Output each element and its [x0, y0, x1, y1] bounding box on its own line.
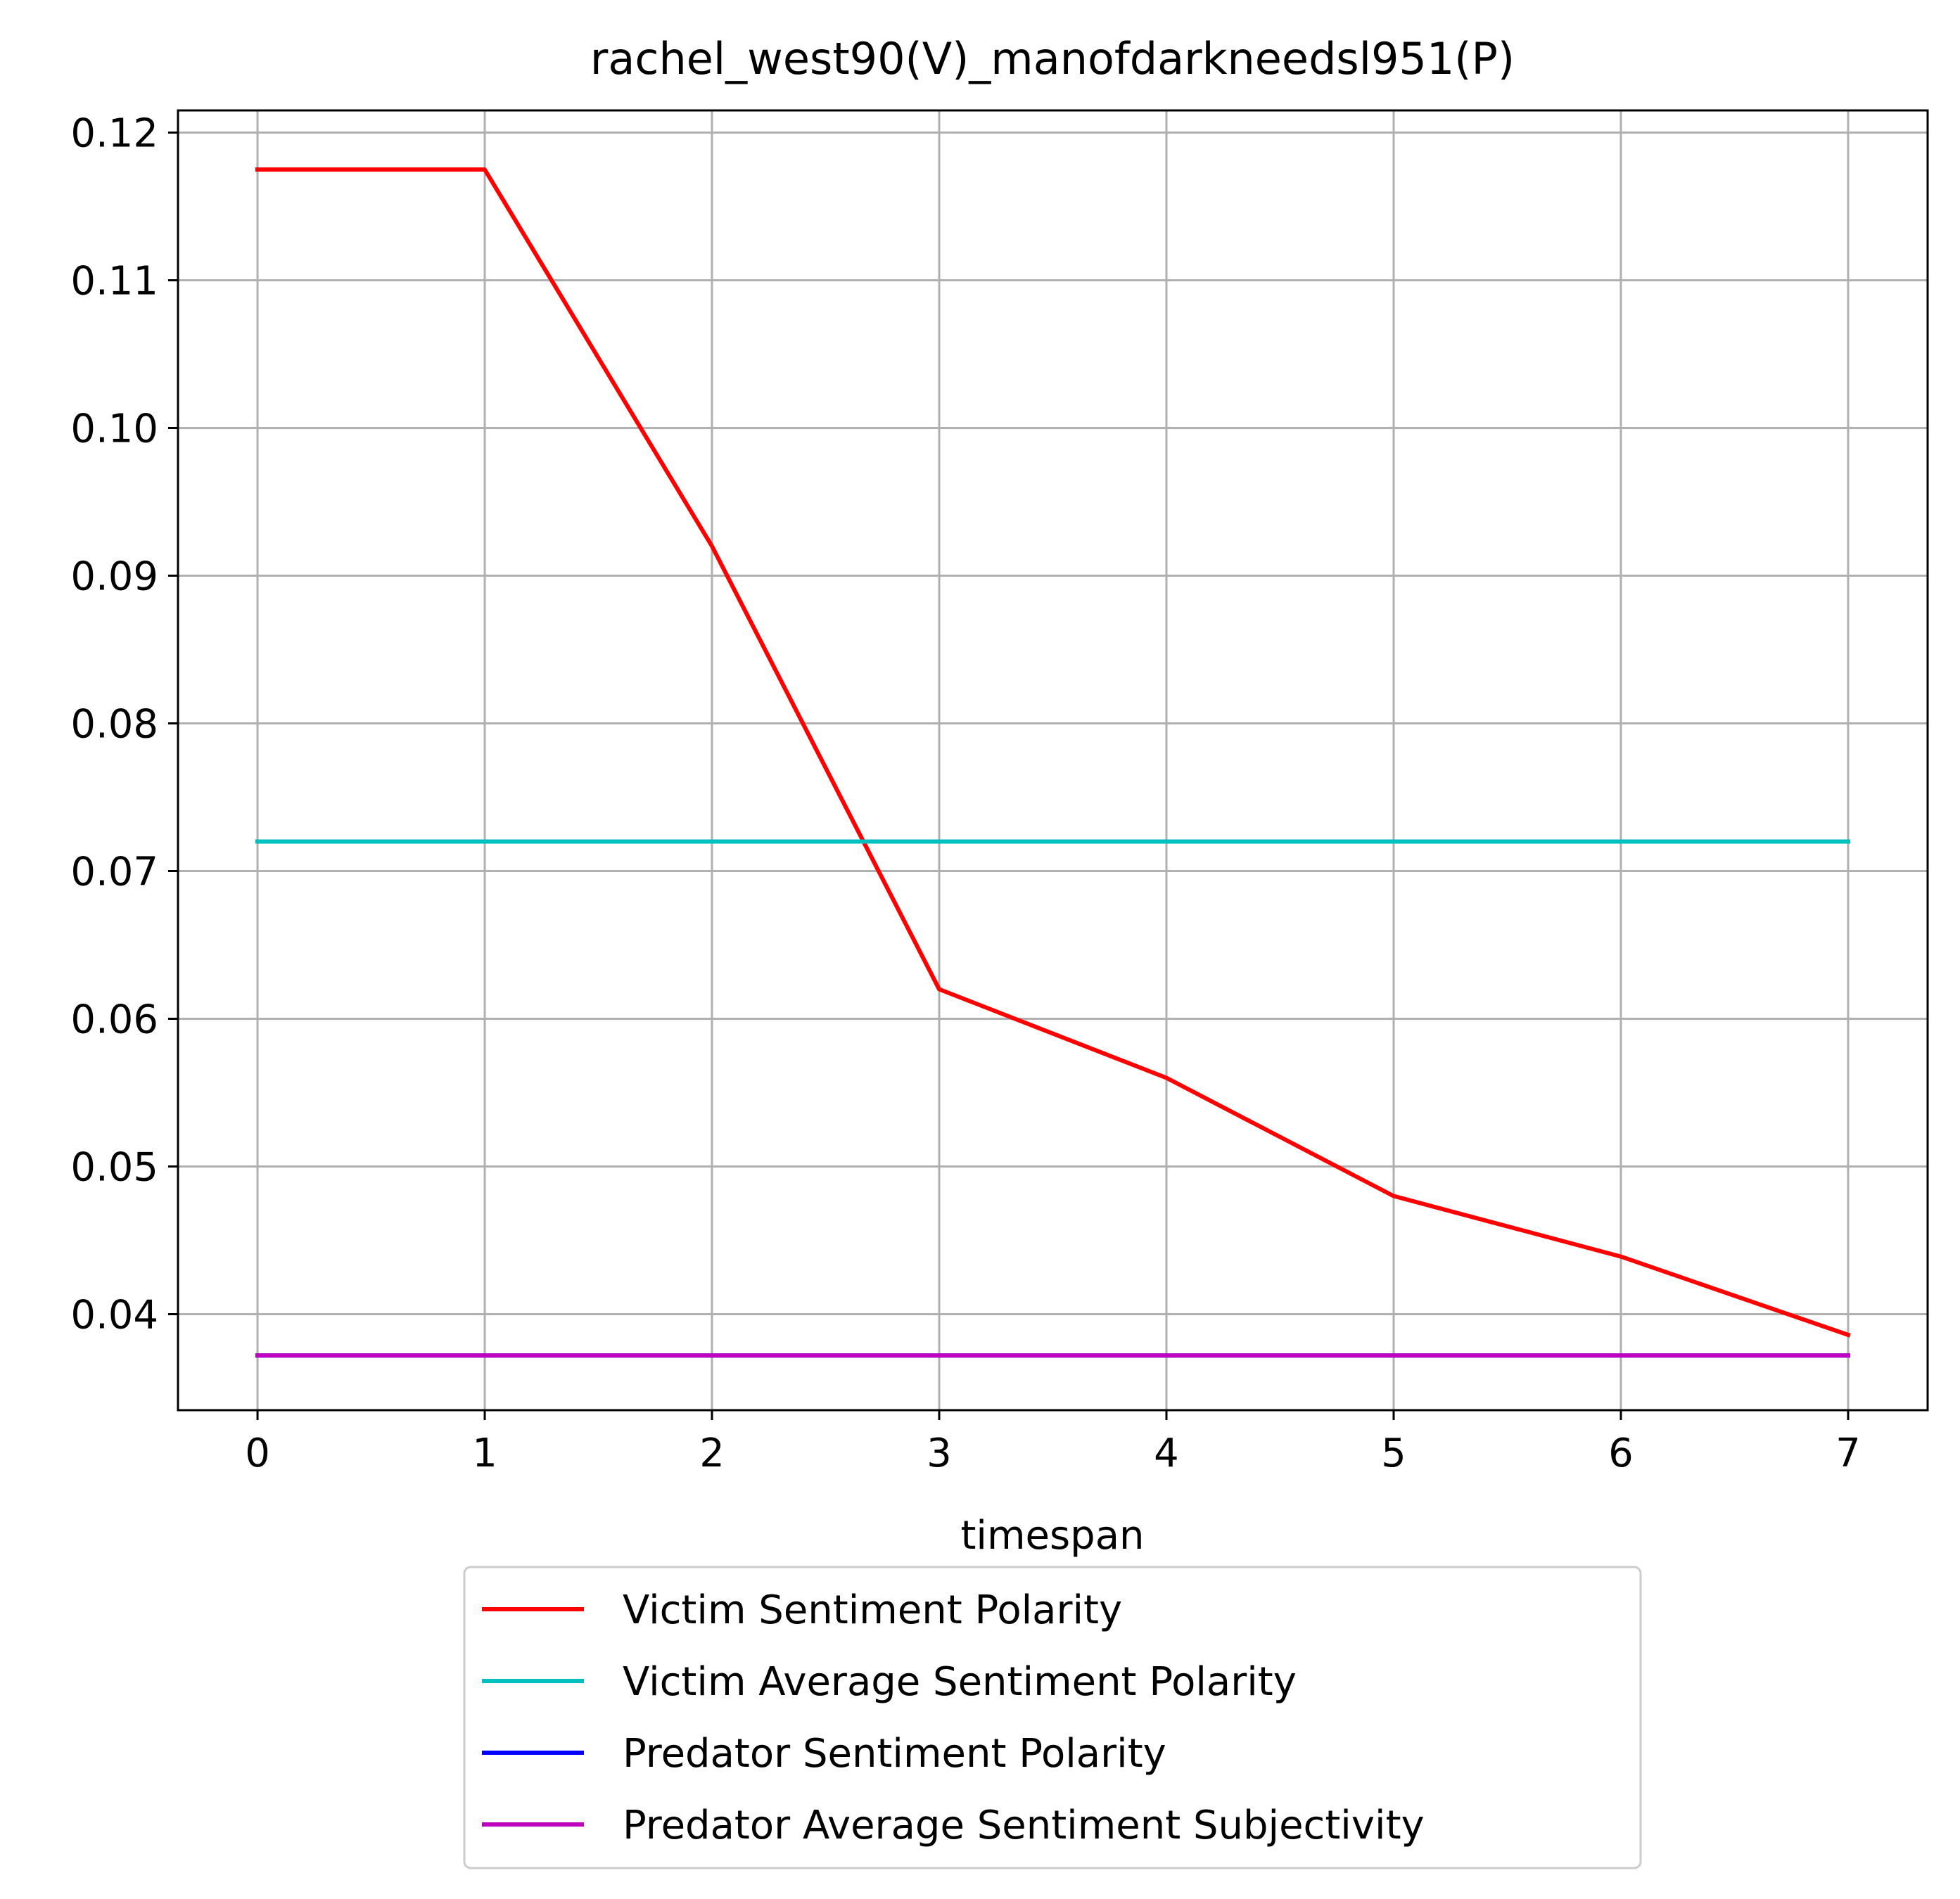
- series-lines: [255, 167, 1851, 1358]
- x-tick-label: 4: [1154, 1431, 1179, 1476]
- y-tick-label: 0.04: [70, 1293, 158, 1338]
- x-axis-label: timespan: [960, 1513, 1144, 1559]
- x-tick-label: 0: [245, 1431, 270, 1476]
- y-tick-label: 0.08: [70, 702, 158, 748]
- y-tick-label: 0.05: [70, 1145, 158, 1191]
- y-tick-label: 0.09: [70, 554, 158, 600]
- chart-title: rachel_west90(V)_manofdarkneedsl951(P): [590, 33, 1515, 84]
- x-tick-label: 1: [472, 1431, 497, 1476]
- y-tick-label: 0.11: [70, 259, 158, 305]
- x-tick-label: 2: [699, 1431, 725, 1476]
- legend-label-3: Predator Average Sentiment Subjectivity: [623, 1803, 1425, 1848]
- x-tick-label: 3: [927, 1431, 952, 1476]
- y-tick-label: 0.10: [70, 407, 158, 452]
- series-line-0: [255, 167, 1851, 1338]
- y-tick-label: 0.06: [70, 997, 158, 1043]
- x-tick-label: 5: [1381, 1431, 1406, 1476]
- y-tick-label: 0.12: [70, 111, 158, 157]
- legend: Victim Sentiment Polarity Victim Average …: [463, 1566, 1642, 1869]
- x-tick-label: 6: [1608, 1431, 1634, 1476]
- legend-label-2: Predator Sentiment Polarity: [623, 1731, 1166, 1777]
- legend-label-1: Victim Average Sentiment Polarity: [623, 1659, 1297, 1705]
- legend-label-0: Victim Sentiment Polarity: [623, 1587, 1122, 1633]
- axes-frame: [177, 109, 1929, 1412]
- axis-ticks: 0 1 2 3 4 5 6 7 0.04 0.05 0.06 0.07 0.08 0.09 0.10 0.11…: [70, 111, 1860, 1477]
- legend-frame: [463, 1566, 1642, 1869]
- y-tick-label: 0.07: [70, 850, 158, 895]
- grid-lines: [178, 110, 1928, 1410]
- x-tick-label: 7: [1835, 1431, 1861, 1476]
